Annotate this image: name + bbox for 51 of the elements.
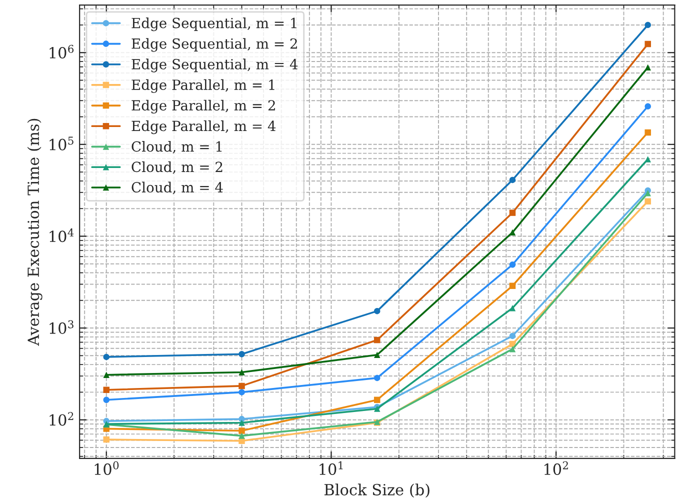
point: [509, 176, 516, 184]
y-axis-title: Average Execution Time (ms): [27, 118, 42, 346]
point: [238, 389, 245, 396]
point: [374, 308, 380, 314]
point: [509, 262, 516, 268]
legend-label: Edge Parallel, m = 1: [132, 79, 274, 93]
point: [103, 396, 110, 403]
legend-label: Cloud, m = 1: [132, 141, 222, 154]
y-tick-label: 10$^{6}$: [50, 44, 74, 59]
point: [644, 40, 651, 48]
legend-label: Cloud, m = 2: [132, 161, 222, 174]
point: [103, 354, 110, 360]
legend-label: Edge Parallel, m = 4: [132, 120, 276, 134]
legend-label: Edge Sequential, m = 2: [132, 38, 297, 52]
point: [238, 428, 245, 434]
legend-label: Edge Sequential, m = 1: [132, 18, 296, 32]
point: [644, 103, 651, 110]
point: [644, 64, 651, 71]
point: [644, 129, 651, 136]
x-tick-label: 10$^{2}$: [544, 461, 568, 475]
point: [238, 350, 245, 358]
point: [644, 190, 651, 196]
point: [103, 436, 110, 443]
point: [509, 304, 516, 312]
point: [374, 336, 380, 344]
x-tick-label: 10$^{0}$: [94, 461, 119, 475]
point: [509, 229, 516, 236]
x-axis-title: Block Size (b): [324, 484, 430, 498]
legend-label: Cloud, m = 4: [132, 182, 223, 194]
point: [374, 374, 380, 382]
point: [238, 432, 245, 439]
point: [509, 282, 516, 289]
y-tick-label: 10$^{3}$: [50, 320, 74, 334]
legend-label: Edge Parallel, m = 2: [132, 100, 275, 114]
legend-label: Edge Sequential, m = 4: [132, 58, 298, 72]
point: [238, 382, 245, 390]
y-tick-label: 10$^{2}$: [50, 412, 74, 426]
y-tick-label: 10$^{4}$: [50, 228, 74, 242]
point: [238, 369, 245, 376]
point: [509, 346, 516, 352]
x-tick-label: 10$^{1}$: [320, 461, 343, 475]
point: [103, 372, 110, 378]
point: [103, 386, 110, 393]
point: [238, 420, 245, 426]
point: [644, 198, 651, 204]
point: [374, 396, 380, 403]
point: [644, 22, 651, 28]
y-tick-label: 10$^{5}$: [50, 136, 74, 150]
point: [509, 332, 516, 340]
point: [509, 210, 516, 216]
point: [374, 352, 380, 358]
